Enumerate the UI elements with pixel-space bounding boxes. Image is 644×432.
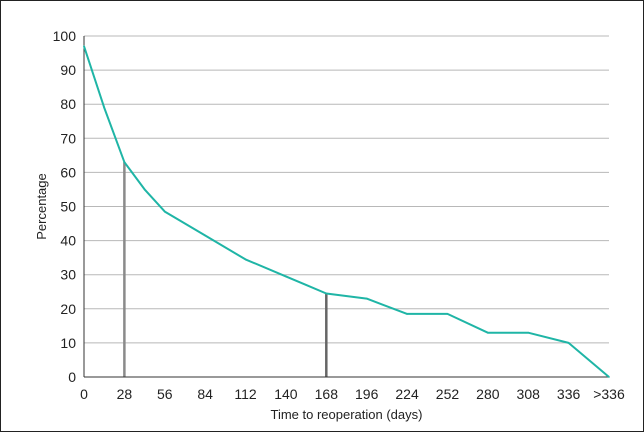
y-tick-label-70: 70 (60, 130, 76, 146)
series-point-6 (244, 258, 247, 261)
series-point-7 (285, 275, 287, 278)
y-tick-label-90: 90 (60, 62, 76, 78)
series-point-12 (446, 313, 449, 315)
y-tick-label-100: 100 (53, 28, 77, 44)
series-point-1 (103, 106, 105, 109)
series-layer (83, 45, 610, 378)
series-point-15 (567, 342, 570, 344)
y-tick-label-10: 10 (60, 335, 76, 351)
grid-lines (84, 35, 609, 344)
series-point-13 (487, 331, 489, 334)
reference-lines (123, 162, 328, 377)
x-tick-label-6: 168 (315, 386, 339, 402)
x-axis-title: Time to reoperation (days) (271, 407, 423, 422)
x-tick-label-4: 112 (234, 386, 257, 402)
y-tick-label-0: 0 (68, 369, 76, 385)
x-tick-labels: 0 28 56 84 112 140 168 196 224 252 280 308 336 >336 (80, 386, 625, 402)
x-tick-label-2: 56 (157, 386, 173, 402)
x-tick-label-7: 196 (355, 386, 379, 402)
x-tick-label-0: 0 (80, 386, 88, 402)
y-tick-label-20: 20 (60, 301, 76, 317)
x-tick-label-5: 140 (274, 386, 298, 402)
x-tick-label-13: >336 (593, 386, 625, 402)
y-tick-label-60: 60 (60, 164, 76, 180)
x-tick-label-8: 224 (395, 386, 419, 402)
series-point-4 (163, 210, 166, 213)
y-tick-label-40: 40 (60, 233, 76, 249)
x-tick-label-11: 308 (517, 386, 541, 402)
series-point-2 (123, 161, 126, 163)
y-tick-label-30: 30 (60, 267, 76, 283)
series-point-8 (305, 284, 307, 286)
x-tick-label-10: 280 (476, 386, 500, 402)
x-tick-label-3: 84 (197, 386, 213, 402)
series-point-16 (608, 376, 610, 378)
y-tick-label-80: 80 (60, 96, 76, 112)
x-tick-label-1: 28 (117, 386, 133, 402)
series-point-9 (325, 292, 328, 295)
y-tick-label-50: 50 (60, 199, 76, 215)
series-point-10 (365, 297, 368, 300)
series-point-11 (406, 313, 408, 315)
series-line-0 (83, 45, 610, 378)
y-axis-title: Percentage (34, 173, 49, 240)
series-point-5 (204, 234, 206, 237)
axes (83, 36, 609, 378)
y-tick-labels: 0 10 20 30 40 50 60 70 80 90 100 (53, 28, 77, 385)
series-point-3 (143, 188, 146, 191)
series-point-0 (83, 45, 85, 48)
series-point-14 (527, 331, 530, 334)
x-tick-label-12: 336 (557, 386, 581, 402)
x-tick-label-9: 252 (436, 386, 460, 402)
